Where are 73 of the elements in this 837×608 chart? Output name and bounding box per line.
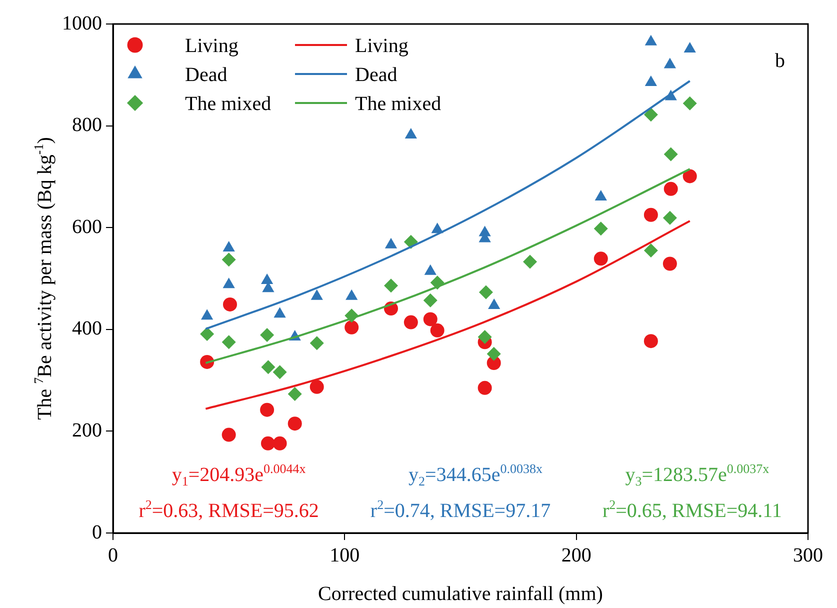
point: [682, 169, 697, 184]
point: [423, 312, 438, 326]
point: [662, 210, 677, 225]
point: [430, 323, 444, 338]
point: [662, 256, 677, 271]
point: [384, 238, 398, 248]
point: [260, 328, 274, 342]
point: [222, 428, 236, 442]
legend-label: Living: [185, 35, 238, 57]
point: [344, 320, 359, 334]
y-tick-label: 200: [72, 419, 102, 442]
point: [222, 278, 235, 288]
point: [478, 330, 492, 344]
point: [644, 108, 658, 122]
legend-label: The mixed: [185, 93, 272, 115]
point: [384, 278, 398, 293]
legend-label: The mixed: [355, 93, 442, 115]
point: [404, 315, 418, 330]
x-tick-label: 200: [561, 544, 592, 566]
point: [423, 293, 438, 308]
y-tick-label: 800: [72, 114, 102, 136]
point: [346, 289, 358, 300]
point: [644, 76, 657, 86]
point: [200, 326, 214, 341]
x-tick-label: 0: [108, 544, 118, 566]
point: [478, 380, 492, 395]
point: [222, 252, 236, 267]
point: [594, 252, 608, 266]
point: [200, 309, 214, 320]
point: [644, 34, 657, 46]
point: [486, 346, 501, 361]
point: [478, 285, 493, 300]
line-series: [204, 220, 691, 410]
x-tick-label: 100: [330, 544, 360, 566]
point: [404, 128, 417, 138]
legend-label: Dead: [185, 64, 228, 86]
x-axis-title: Corrected cumulative rainfall (mm): [318, 583, 603, 605]
legend-label: Dead: [355, 64, 398, 86]
point: [644, 244, 658, 258]
y-tick-label: 0: [92, 521, 102, 544]
point: [222, 240, 235, 252]
point: [310, 336, 324, 350]
point: [260, 436, 275, 450]
y-tick-label: 600: [72, 216, 102, 238]
point: [310, 380, 324, 394]
point: [261, 360, 276, 374]
point: [288, 387, 302, 402]
point: [222, 297, 237, 312]
legend-label: Living: [355, 35, 408, 57]
point: [664, 58, 676, 68]
point: [644, 334, 658, 348]
point: [684, 42, 696, 52]
y-axis-title: The 7Be activity per mass (Bq kg-1): [31, 137, 56, 420]
point: [594, 190, 607, 201]
point: [260, 402, 274, 417]
point: [274, 307, 286, 318]
point: [272, 365, 287, 380]
point: [260, 274, 274, 284]
point: [594, 222, 608, 236]
y-tick-label: 1000: [62, 12, 102, 34]
point: [272, 436, 287, 450]
annotation: b: [775, 50, 785, 72]
x-tick-label: 300: [793, 544, 823, 566]
point: [644, 208, 658, 222]
point: [682, 96, 697, 110]
y-tick-label: 400: [72, 318, 102, 340]
point: [424, 264, 436, 275]
point: [664, 182, 678, 196]
point: [664, 147, 678, 162]
point: [310, 289, 323, 300]
point: [222, 335, 236, 350]
point: [523, 254, 537, 269]
point: [288, 416, 302, 431]
